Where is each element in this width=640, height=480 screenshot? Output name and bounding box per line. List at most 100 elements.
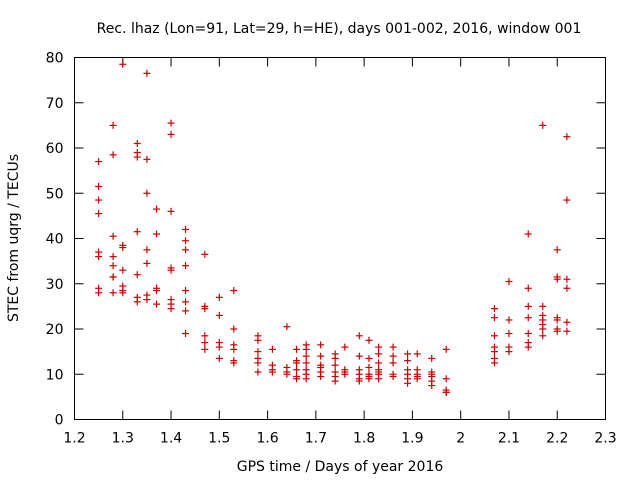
data-point-plus — [389, 373, 397, 381]
data-point-plus — [95, 289, 103, 297]
data-point-plus — [133, 139, 141, 147]
x-tick-label: 1.9 — [401, 431, 423, 447]
y-tick-label: 20 — [46, 322, 64, 338]
x-tick-label: 2.1 — [498, 431, 520, 447]
data-point-plus — [563, 196, 571, 204]
data-point-plus — [524, 302, 532, 310]
data-point-plus — [293, 375, 301, 383]
data-point-plus — [201, 339, 209, 347]
x-tick-label: 1.5 — [208, 431, 230, 447]
data-point-plus — [182, 262, 190, 270]
data-point-plus — [355, 332, 363, 340]
data-point-plus — [317, 373, 325, 381]
data-point-plus — [341, 343, 349, 351]
data-point-plus — [95, 182, 103, 190]
data-point-plus — [302, 345, 310, 353]
data-point-plus — [375, 359, 383, 367]
data-point-plus — [143, 246, 151, 254]
data-point-plus — [365, 354, 373, 362]
data-point-plus — [95, 210, 103, 218]
data-point-plus — [293, 345, 301, 353]
axis-ticks: 1.2 1.3 1.4 1.5 1.6 1.7 1.8 1.9 2 2.1 2.2 2.3 0 10 20 3… — [46, 51, 617, 447]
data-point-plus — [365, 375, 373, 383]
data-point-plus — [119, 266, 127, 274]
data-point-plus — [490, 348, 498, 356]
data-point-plus — [109, 232, 117, 240]
data-point-plus — [505, 316, 513, 324]
x-tick-label: 2.3 — [594, 431, 616, 447]
y-tick-label: 40 — [46, 232, 64, 248]
data-point-plus — [283, 370, 291, 378]
y-tick-label: 80 — [46, 51, 64, 67]
data-point-plus — [133, 271, 141, 279]
data-point-plus — [167, 266, 175, 274]
data-point-plus — [539, 325, 547, 333]
data-point-plus — [302, 352, 310, 360]
x-tick-label: 1.3 — [112, 431, 134, 447]
data-point-plus — [283, 323, 291, 331]
data-point-plus — [167, 305, 175, 313]
data-point-plus — [268, 345, 276, 353]
data-point-plus — [404, 357, 412, 365]
data-point-plus — [201, 332, 209, 340]
data-point-plus — [365, 336, 373, 344]
data-point-plus — [153, 300, 161, 308]
data-point-plus — [505, 277, 513, 285]
data-point-plus — [215, 343, 223, 351]
data-point-plus — [524, 330, 532, 338]
x-tick-label: 2.2 — [546, 431, 568, 447]
y-tick-label: 60 — [46, 141, 64, 157]
data-point-plus — [95, 253, 103, 261]
data-point-plus — [268, 368, 276, 376]
data-point-plus — [215, 311, 223, 319]
data-point-plus — [293, 366, 301, 374]
data-point-plus — [563, 327, 571, 335]
data-point-plus — [404, 350, 412, 358]
data-point-plus — [167, 119, 175, 127]
data-point-plus — [153, 230, 161, 238]
data-point-plus — [331, 361, 339, 369]
data-point-plus — [143, 155, 151, 163]
data-point-plus — [490, 314, 498, 322]
data-point-plus — [182, 225, 190, 233]
data-point-plus — [230, 345, 238, 353]
data-point-plus — [302, 375, 310, 383]
y-tick-label: 30 — [46, 277, 64, 293]
data-point-plus — [230, 287, 238, 295]
data-point-plus — [428, 382, 436, 390]
y-tick-label: 50 — [46, 186, 64, 202]
data-point-plus — [254, 368, 262, 376]
data-point-plus — [153, 287, 161, 295]
x-tick-label: 1.4 — [160, 431, 182, 447]
data-point-plus — [95, 196, 103, 204]
x-tick-label: 1.2 — [63, 431, 85, 447]
plot-frame — [74, 57, 606, 420]
data-point-plus — [490, 305, 498, 313]
data-point-plus — [341, 370, 349, 378]
data-point-plus — [182, 298, 190, 306]
data-point-plus — [375, 350, 383, 358]
data-point-plus — [317, 352, 325, 360]
data-point-plus — [143, 259, 151, 267]
x-axis-label: GPS time / Days of year 2016 — [237, 459, 444, 475]
data-point-plus — [293, 359, 301, 367]
x-tick-label: 1.8 — [353, 431, 375, 447]
data-point-plus — [182, 237, 190, 245]
data-point-plus — [201, 305, 209, 313]
data-point-plus — [539, 332, 547, 340]
data-point-plus — [331, 377, 339, 385]
data-point-plus — [119, 289, 127, 297]
data-point-plus — [119, 60, 127, 68]
data-point-plus — [553, 316, 561, 324]
chart-title: Rec. lhaz (Lon=91, Lat=29, h=HE), days 0… — [97, 21, 582, 37]
data-point-plus — [375, 343, 383, 351]
y-tick-label: 0 — [55, 413, 64, 429]
data-point-plus — [442, 375, 450, 383]
data-point-plus — [109, 253, 117, 261]
data-point-plus — [254, 348, 262, 356]
data-point-plus — [563, 318, 571, 326]
data-point-plus — [365, 363, 373, 371]
data-point-plus — [109, 151, 117, 159]
data-point-plus — [553, 275, 561, 283]
